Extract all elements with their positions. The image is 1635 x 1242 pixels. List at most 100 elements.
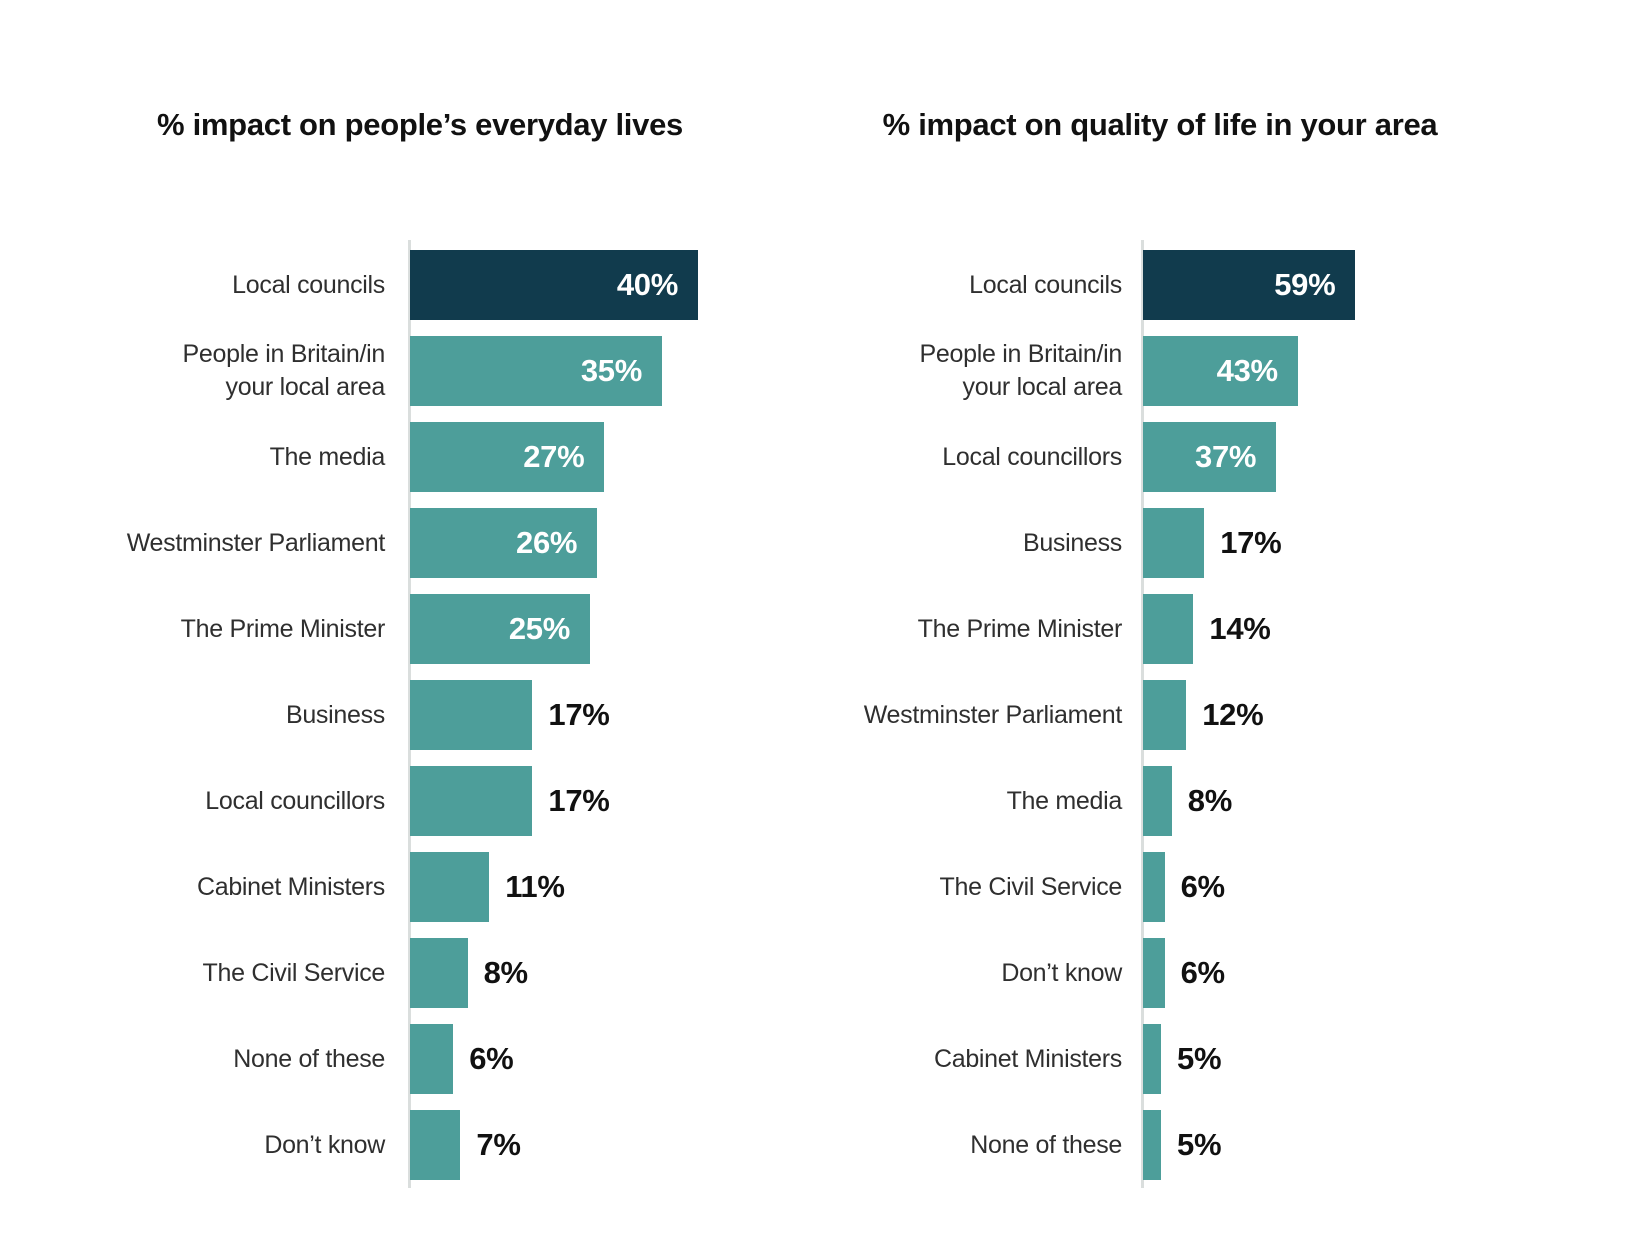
bar-row: Cabinet Ministers 11%	[70, 852, 770, 922]
value-label: 8%	[483, 955, 529, 990]
bar-row: Business 17%	[800, 508, 1520, 578]
bar-area: 59%	[1143, 250, 1520, 320]
bar-rows: Local councils 59% People in Britain/in yo…	[800, 250, 1520, 1196]
value-label: 5%	[1177, 1041, 1222, 1076]
bar	[410, 1024, 454, 1094]
category-label: The Civil Service	[202, 958, 386, 987]
bar-area: 6%	[1143, 852, 1520, 922]
bar: 37%	[1143, 422, 1277, 492]
bar: 26%	[410, 508, 598, 578]
category-label: Business	[285, 700, 385, 729]
value-label: 12%	[1202, 697, 1264, 732]
category-label: Local councils	[232, 270, 385, 299]
category-label: Westminster Parliament	[126, 528, 386, 557]
category-label: Local councils	[969, 270, 1122, 299]
bar-area: 11%	[410, 852, 770, 922]
bar: 35%	[410, 336, 662, 406]
bar-area: 43%	[1143, 336, 1520, 406]
bar-row: The Prime Minister 14%	[800, 594, 1520, 664]
value-label: 8%	[1187, 783, 1233, 818]
bar-area: 40%	[410, 250, 770, 320]
value-label: 35%	[580, 353, 642, 388]
bar-area: 8%	[1143, 766, 1520, 836]
bar-row: None of these 6%	[70, 1024, 770, 1094]
value-label: 26%	[516, 525, 578, 560]
bar-row: People in Britain/in your local area 43%	[800, 336, 1520, 406]
bar-row: Local councillors 37%	[800, 422, 1520, 492]
value-label: 43%	[1216, 353, 1278, 388]
bar-area: 17%	[410, 766, 770, 836]
bar-row: Don’t know 7%	[70, 1110, 770, 1180]
bar-area: 5%	[1143, 1110, 1520, 1180]
value-label: 11%	[505, 869, 565, 904]
bar-row: The Prime Minister 25%	[70, 594, 770, 664]
bar: 25%	[410, 594, 590, 664]
category-label: None of these	[970, 1130, 1122, 1159]
bar-area: 14%	[1143, 594, 1520, 664]
bar-area: 6%	[1143, 938, 1520, 1008]
bar-row: Local councils 59%	[800, 250, 1520, 320]
bar	[1143, 508, 1205, 578]
value-label: 14%	[1209, 611, 1271, 646]
category-label: The Civil Service	[939, 872, 1123, 901]
bar	[1143, 1110, 1161, 1180]
bar-row: The media 8%	[800, 766, 1520, 836]
category-label: None of these	[233, 1044, 385, 1073]
bar-area: 7%	[410, 1110, 770, 1180]
value-label: 5%	[1177, 1127, 1222, 1162]
category-label: Local councillors	[205, 786, 385, 815]
value-label: 59%	[1274, 267, 1336, 302]
bar-highlight: 59%	[1143, 250, 1356, 320]
bar	[410, 680, 533, 750]
chart-title: % impact on quality of life in your area	[882, 107, 1438, 142]
category-label: Don’t know	[264, 1130, 385, 1159]
category-label: Westminster Parliament	[863, 700, 1123, 729]
category-label: The Prime Minister	[180, 614, 386, 643]
category-label: Business	[1022, 528, 1122, 557]
category-label: Cabinet Ministers	[196, 872, 385, 901]
bar-row: Westminster Parliament 26%	[70, 508, 770, 578]
value-label: 6%	[469, 1041, 514, 1076]
bar-row: None of these 5%	[800, 1110, 1520, 1180]
bar-area: 12%	[1143, 680, 1520, 750]
bar-area: 37%	[1143, 422, 1520, 492]
bar-row: Westminster Parliament 12%	[800, 680, 1520, 750]
bar-area: 17%	[410, 680, 770, 750]
bar-row: People in Britain/in your local area 35%	[70, 336, 770, 406]
bar-area: 26%	[410, 508, 770, 578]
bar-area: 25%	[410, 594, 770, 664]
value-label: 17%	[548, 697, 610, 732]
category-label: The Prime Minister	[917, 614, 1123, 643]
bar	[1143, 766, 1172, 836]
bar-rows: Local councils 40% People in Britain/in yo…	[70, 250, 770, 1196]
category-label: Cabinet Ministers	[933, 1044, 1122, 1073]
bar-row: Local councillors 17%	[70, 766, 770, 836]
category-label: People in Britain/in your local area	[182, 340, 386, 401]
bar-highlight: 40%	[410, 250, 698, 320]
value-label: 40%	[616, 267, 678, 302]
bar-row: The Civil Service 8%	[70, 938, 770, 1008]
value-label: 37%	[1195, 439, 1257, 474]
category-label: The media	[1006, 786, 1123, 815]
bar: 27%	[410, 422, 605, 492]
bar-row: Don’t know 6%	[800, 938, 1520, 1008]
bar	[410, 938, 468, 1008]
value-label: 17%	[1220, 525, 1282, 560]
bar	[1143, 938, 1165, 1008]
value-label: 6%	[1180, 955, 1226, 990]
bar-row: The media 27%	[70, 422, 770, 492]
bar-area: 17%	[1143, 508, 1520, 578]
bar-row: Business 17%	[70, 680, 770, 750]
bar	[1143, 594, 1194, 664]
category-label: People in Britain/in your local area	[919, 340, 1123, 401]
bar-row: Cabinet Ministers 5%	[800, 1024, 1520, 1094]
category-label: Local councillors	[942, 442, 1122, 471]
value-label: 27%	[523, 439, 585, 474]
value-label: 25%	[508, 611, 570, 646]
bar-area: 35%	[410, 336, 770, 406]
chart-title: % impact on people’s everyday lives	[157, 107, 683, 142]
value-label: 6%	[1180, 869, 1226, 904]
bar	[410, 1110, 461, 1180]
bar-area: 8%	[410, 938, 770, 1008]
